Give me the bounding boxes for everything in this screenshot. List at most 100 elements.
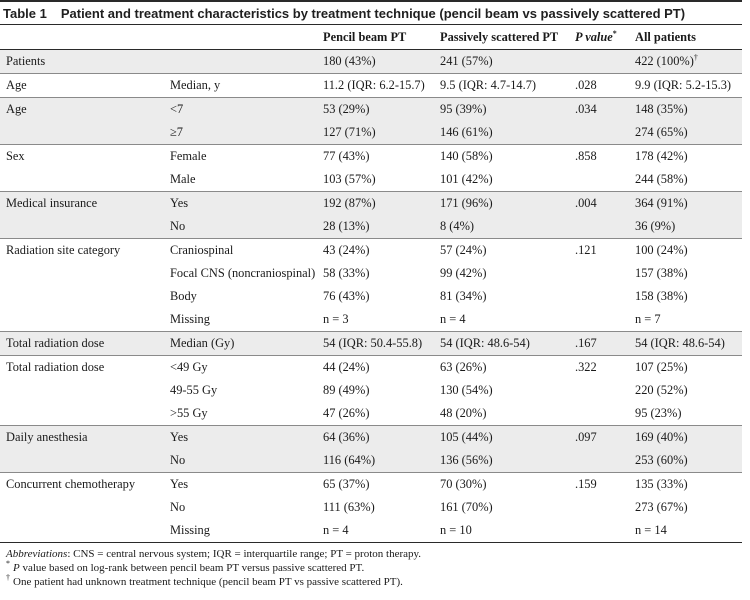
cell-text: 146 (61%) [440, 125, 493, 139]
table-row: Missing n = 3 n = 4 n = 7 [0, 308, 742, 332]
cell-text: 54 (IQR: 50.4-55.8) [323, 336, 423, 350]
cell-text: 169 (40%) [635, 430, 688, 444]
cell-p-value: .004 [569, 191, 629, 215]
table-row: 49-55 Gy 89 (49%) 130 (54%) 220 (52%) [0, 379, 742, 402]
cell-subgroup: No [164, 215, 317, 239]
cell-text: ≥7 [170, 125, 183, 139]
cell-all-patients: 253 (60%) [629, 449, 742, 473]
cell-characteristic: Radiation site category [0, 238, 164, 262]
cell-text: .322 [575, 360, 597, 374]
footnote-star-mark: * [6, 559, 10, 569]
cell-text: 77 (43%) [323, 149, 370, 163]
cell-text: n = 4 [323, 523, 349, 537]
cell-text: 130 (54%) [440, 383, 493, 397]
cell-pencil-beam: 89 (49%) [317, 379, 434, 402]
cell-all-patients: 100 (24%) [629, 238, 742, 262]
cell-text: 99 (42%) [440, 266, 487, 280]
cell-p-value [569, 449, 629, 473]
table-row: Daily anesthesia Yes 64 (36%) 105 (44%) .097… [0, 425, 742, 449]
table-row: No 111 (63%) 161 (70%) 273 (67%) [0, 496, 742, 519]
cell-text: 76 (43%) [323, 289, 370, 303]
cell-text: Patients [6, 54, 46, 68]
cell-pencil-beam: n = 4 [317, 519, 434, 542]
cell-subgroup: Median, y [164, 73, 317, 98]
cell-p-value: .322 [569, 355, 629, 379]
footnote-abbrev-label: Abbreviations [6, 548, 68, 560]
table-row: Male 103 (57%) 101 (42%) 244 (58%) [0, 168, 742, 192]
cell-text: 58 (33%) [323, 266, 370, 280]
cell-characteristic [0, 285, 164, 308]
cell-text: 161 (70%) [440, 500, 493, 514]
cell-pencil-beam: 28 (13%) [317, 215, 434, 239]
cell-subgroup: <49 Gy [164, 355, 317, 379]
cell-passive-scatter: 99 (42%) [434, 262, 569, 285]
cell-text: n = 10 [440, 523, 472, 537]
cell-subgroup: Yes [164, 472, 317, 496]
cell-text: 105 (44%) [440, 430, 493, 444]
cell-text: n = 3 [323, 312, 349, 326]
cell-text: 136 (56%) [440, 453, 493, 467]
cell-all-patients: 36 (9%) [629, 215, 742, 239]
cell-text: 70 (30%) [440, 477, 487, 491]
cell-characteristic: Age [0, 73, 164, 98]
cell-all-patients: 54 (IQR: 48.6-54) [629, 331, 742, 356]
cell-text: .159 [575, 477, 597, 491]
cell-pencil-beam: 76 (43%) [317, 285, 434, 308]
cell-subgroup: Yes [164, 191, 317, 215]
cell-subgroup: Missing [164, 519, 317, 542]
cell-text: 364 (91%) [635, 196, 688, 210]
cell-pencil-beam: 58 (33%) [317, 262, 434, 285]
cell-characteristic [0, 496, 164, 519]
cell-passive-scatter: 95 (39%) [434, 97, 569, 121]
cell-text: 9.5 (IQR: 4.7-14.7) [440, 78, 537, 92]
cell-p-value [569, 215, 629, 239]
cell-text: 253 (60%) [635, 453, 688, 467]
cell-pencil-beam: 11.2 (IQR: 6.2-15.7) [317, 73, 434, 98]
cell-text: 273 (67%) [635, 500, 688, 514]
cell-text: .121 [575, 243, 597, 257]
header-characteristic [0, 25, 164, 50]
cell-all-patients: 178 (42%) [629, 144, 742, 168]
cell-characteristic [0, 449, 164, 473]
cell-text: 107 (25%) [635, 360, 688, 374]
cell-text: 81 (34%) [440, 289, 487, 303]
cell-text: 244 (58%) [635, 172, 688, 186]
table-title: Patient and treatment characteristics by… [60, 5, 686, 21]
cell-passive-scatter: 146 (61%) [434, 121, 569, 145]
cell-characteristic [0, 121, 164, 145]
cell-text: n = 14 [635, 523, 667, 537]
cell-passive-scatter: 140 (58%) [434, 144, 569, 168]
cell-p-value [569, 379, 629, 402]
cell-text: Medical insurance [6, 196, 98, 210]
cell-text: Age [6, 102, 27, 116]
table-row: Sex Female 77 (43%) 140 (58%) .858 178 (42%) [0, 144, 742, 168]
cell-p-value: .097 [569, 425, 629, 449]
cell-text: 103 (57%) [323, 172, 376, 186]
cell-p-value: .028 [569, 73, 629, 98]
cell-passive-scatter: 136 (56%) [434, 449, 569, 473]
cell-subgroup: Female [164, 144, 317, 168]
cell-text: 116 (64%) [323, 453, 376, 467]
cell-text: 54 (IQR: 48.6-54) [635, 336, 725, 350]
cell-text: .097 [575, 430, 597, 444]
cell-passive-scatter: 171 (96%) [434, 191, 569, 215]
table-row: >55 Gy 47 (26%) 48 (20%) 95 (23%) [0, 402, 742, 426]
cell-text: Sex [6, 149, 25, 163]
footnote-dagger-text: One patient had unknown treatment techni… [13, 576, 403, 588]
cell-text: Craniospinal [170, 243, 234, 257]
cell-all-patients: 148 (35%) [629, 97, 742, 121]
cell-text: Concurrent chemotherapy [6, 477, 136, 491]
cell-pencil-beam: 54 (IQR: 50.4-55.8) [317, 331, 434, 356]
cell-characteristic [0, 519, 164, 542]
cell-text: .858 [575, 149, 597, 163]
cell-passive-scatter: 81 (34%) [434, 285, 569, 308]
cell-text: Missing [170, 523, 210, 537]
cell-text: 101 (42%) [440, 172, 493, 186]
cell-text: Body [170, 289, 197, 303]
cell-text: Age [6, 78, 27, 92]
cell-text: 28 (13%) [323, 219, 370, 233]
cell-all-patients: 220 (52%) [629, 379, 742, 402]
cell-text: No [170, 500, 186, 514]
cell-text: 57 (24%) [440, 243, 487, 257]
table-label: Table 1 [3, 5, 47, 21]
